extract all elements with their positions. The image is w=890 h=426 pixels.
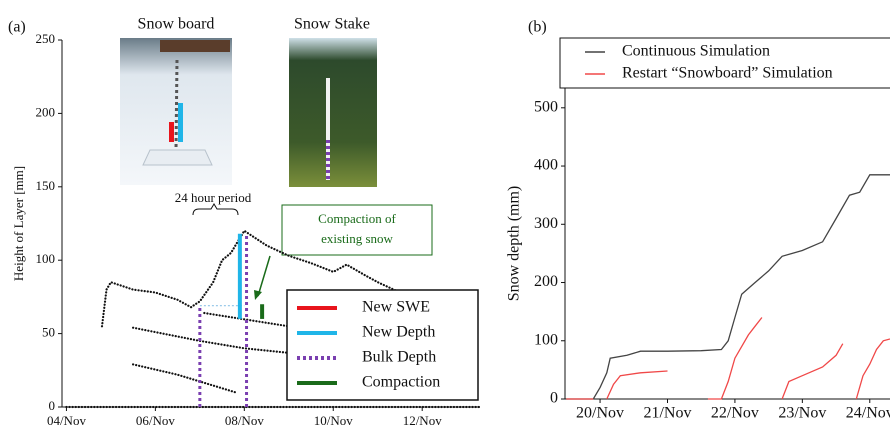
panel-label: (b) bbox=[528, 19, 547, 36]
x-tick-label: 21/Nov bbox=[643, 405, 691, 422]
panel: 20/Nov 21/Nov 22/Nov 23/Nov 24/Nov bbox=[561, 88, 890, 422]
legend-label: Continuous Simulation bbox=[622, 43, 770, 60]
photo-detail bbox=[142, 149, 213, 166]
x-tick-label: 24/Nov bbox=[846, 405, 890, 422]
x-tick-label: 23/Nov bbox=[778, 405, 826, 422]
snow-layer bbox=[132, 363, 237, 394]
y-tick-label: 500 bbox=[534, 98, 558, 115]
annotation: existing snow bbox=[321, 231, 393, 246]
legend-label: Compaction bbox=[362, 374, 440, 391]
y-axis-label: Snow depth (mm) bbox=[506, 186, 523, 302]
annotation-box bbox=[281, 204, 433, 256]
series-line bbox=[566, 174, 890, 400]
x-tick-label: 20/Nov bbox=[576, 405, 624, 422]
y-tick-label: 200 bbox=[534, 273, 558, 290]
y-axis-label: Height of Layer [mm] bbox=[11, 166, 26, 281]
photo-detail bbox=[160, 40, 230, 52]
series-line bbox=[566, 317, 890, 400]
y-tick-label: 300 bbox=[534, 215, 558, 232]
x-tick-label: 12/Nov bbox=[403, 413, 443, 426]
photo-snowstake bbox=[289, 38, 377, 187]
legend-label: Restart “Snowboard” Simulation bbox=[622, 65, 833, 82]
panel: 04/Nov 06/Nov 08/Nov 10/Nov 12/Nov bbox=[47, 39, 482, 426]
x-tick-label: 22/Nov bbox=[711, 405, 759, 422]
y-tick-label: 200 bbox=[36, 104, 56, 119]
y-tick-label: 250 bbox=[36, 31, 56, 46]
y-tick-label: 0 bbox=[550, 390, 558, 407]
photo-label: Snow board bbox=[138, 16, 215, 33]
y-tick-label: 150 bbox=[36, 178, 56, 193]
x-tick-label: 06/Nov bbox=[136, 413, 176, 426]
y-tick-label: 400 bbox=[534, 157, 558, 174]
annotation-arrow bbox=[254, 290, 262, 300]
x-tick-label: 08/Nov bbox=[225, 413, 265, 426]
x-tick-label: 10/Nov bbox=[314, 413, 354, 426]
photo-label: Snow Stake bbox=[294, 16, 370, 33]
y-tick-label: 100 bbox=[534, 331, 558, 348]
legend-label: New SWE bbox=[362, 299, 430, 316]
y-tick-label: 0 bbox=[49, 398, 56, 413]
snow-layer bbox=[100, 229, 402, 328]
annotation: Compaction of bbox=[318, 211, 396, 226]
y-tick-label: 100 bbox=[36, 251, 56, 266]
snow-layer bbox=[132, 326, 304, 356]
panel-label: (a) bbox=[8, 19, 26, 36]
annotation-arrow bbox=[257, 255, 271, 297]
brace bbox=[192, 203, 239, 216]
legend-label: New Depth bbox=[362, 324, 435, 341]
photo-detail bbox=[169, 122, 174, 142]
x-tick-label: 04/Nov bbox=[47, 413, 87, 426]
photo-detail bbox=[178, 103, 183, 142]
legend-box bbox=[559, 37, 890, 89]
y-tick-label: 50 bbox=[42, 325, 55, 340]
legend-label: Bulk Depth bbox=[362, 349, 436, 366]
annotation: 24 hour period bbox=[175, 190, 252, 205]
